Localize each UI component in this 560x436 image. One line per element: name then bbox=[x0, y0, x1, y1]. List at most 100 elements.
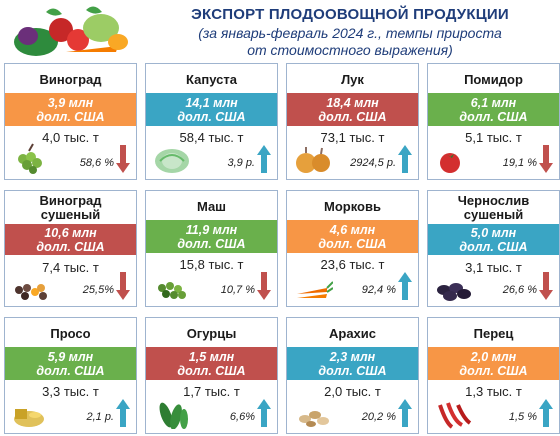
export-volume: 5,1 тыс. т bbox=[465, 130, 522, 145]
product-card: Перец 2,0 млн долл. США 1,3 тыс. т 1,5 % bbox=[427, 317, 560, 434]
product-card: Арахис 2,3 млн долл. США 2,0 тыс. т 20,2… bbox=[286, 317, 419, 434]
growth-rate: 58,6 % bbox=[79, 157, 114, 169]
export-volume: 1,3 тыс. т bbox=[465, 384, 522, 399]
product-name: Арахис bbox=[287, 327, 418, 341]
growth-rate: 6,6% bbox=[229, 411, 255, 423]
vegetable-basket-icon bbox=[14, 6, 128, 56]
arrow-down-icon bbox=[116, 272, 130, 300]
product-name-line-1: Перец bbox=[473, 326, 514, 341]
export-volume: 3,3 тыс. т bbox=[42, 384, 99, 399]
export-value-band: 14,1 млн долл. США bbox=[146, 93, 277, 126]
product-name-line-1: Просо bbox=[50, 326, 91, 341]
product-name-line-1: Лук bbox=[341, 72, 364, 87]
export-currency: долл. США bbox=[318, 237, 387, 251]
product-card: Морковь 4,6 млн долл. США 23,6 тыс. т 92… bbox=[286, 190, 419, 307]
product-name-line-1: Капуста bbox=[186, 72, 237, 87]
product-name: Просо bbox=[5, 327, 136, 341]
onion-icon bbox=[296, 147, 330, 173]
product-card: Виноград 3,9 млн долл. США 4,0 тыс. т 58… bbox=[4, 63, 137, 180]
growth-rate: 19,1 % bbox=[502, 157, 537, 169]
export-currency: долл. США bbox=[177, 237, 246, 251]
prunes-icon bbox=[437, 283, 471, 301]
export-value-band: 2,0 млн долл. США bbox=[428, 347, 559, 380]
product-name: Виноград сушеный bbox=[5, 194, 136, 222]
growth-rate: 26,6 % bbox=[502, 284, 537, 296]
cabbage-icon bbox=[155, 149, 189, 173]
export-volume: 7,4 тыс. т bbox=[42, 260, 99, 275]
export-value: 2,3 млн bbox=[329, 350, 376, 364]
export-currency: долл. США bbox=[459, 110, 528, 124]
arrow-down-icon bbox=[539, 272, 553, 300]
export-value: 5,9 млн bbox=[47, 350, 94, 364]
export-currency: долл. США bbox=[459, 364, 528, 378]
page-subtitle: (за январь-февраль 2024 г., темпы прирос… bbox=[140, 25, 560, 59]
export-currency: долл. США bbox=[177, 364, 246, 378]
export-value-band: 4,6 млн долл. США bbox=[287, 220, 418, 253]
export-value-band: 10,6 млн долл. США bbox=[5, 224, 136, 255]
export-currency: долл. США bbox=[36, 240, 105, 254]
export-value: 2,0 млн bbox=[470, 350, 517, 364]
tomato-icon bbox=[440, 153, 460, 173]
export-value-band: 5,9 млн долл. США bbox=[5, 347, 136, 380]
export-value: 3,9 млн bbox=[47, 96, 94, 110]
arrow-up-icon bbox=[257, 145, 271, 173]
export-currency: долл. США bbox=[36, 110, 105, 124]
growth-rate: 10,7 % bbox=[220, 284, 255, 296]
product-card: Маш 11,9 млн долл. США 15,8 тыс. т 10,7 … bbox=[145, 190, 278, 307]
product-name: Помидор bbox=[428, 73, 559, 87]
arrow-up-icon bbox=[257, 399, 271, 427]
growth-rate: 3,9 р. bbox=[227, 157, 255, 169]
export-value-band: 1,5 млн долл. США bbox=[146, 347, 277, 380]
arrow-up-icon bbox=[116, 399, 130, 427]
growth-rate: 20,2 % bbox=[361, 411, 396, 423]
product-card: Чернослив сушеный 5,0 млн долл. США 3,1 … bbox=[427, 190, 560, 307]
product-name: Маш bbox=[146, 200, 277, 214]
export-volume: 15,8 тыс. т bbox=[179, 257, 244, 272]
export-value: 1,5 млн bbox=[188, 350, 235, 364]
export-volume: 4,0 тыс. т bbox=[42, 130, 99, 145]
arrow-up-icon bbox=[539, 399, 553, 427]
arrow-up-icon bbox=[398, 145, 412, 173]
product-grid: Виноград 3,9 млн долл. США 4,0 тыс. т 58… bbox=[4, 63, 560, 434]
product-name: Лук bbox=[287, 73, 418, 87]
export-currency: долл. США bbox=[36, 364, 105, 378]
export-value-band: 11,9 млн долл. США bbox=[146, 220, 277, 253]
growth-rate: 92,4 % bbox=[361, 284, 396, 296]
grapes-icon bbox=[18, 143, 42, 174]
pepper-icon bbox=[438, 402, 472, 429]
product-name-line-1: Маш bbox=[196, 199, 227, 214]
export-value-band: 18,4 млн долл. США bbox=[287, 93, 418, 126]
growth-rate: 2924,5 р. bbox=[350, 157, 396, 169]
product-name-line-1: Арахис bbox=[328, 326, 376, 341]
millet-icon bbox=[14, 409, 44, 427]
peanut-icon bbox=[299, 411, 329, 427]
subtitle-line-1: (за январь-февраль 2024 г., темпы прирос… bbox=[198, 25, 502, 41]
export-volume: 1,7 тыс. т bbox=[183, 384, 240, 399]
export-volume: 58,4 тыс. т bbox=[179, 130, 244, 145]
product-name: Виноград bbox=[5, 73, 136, 87]
arrow-down-icon bbox=[116, 145, 130, 173]
growth-rate: 2,1 р. bbox=[86, 411, 114, 423]
cucumber-icon bbox=[159, 402, 188, 429]
product-card: Огурцы 1,5 млн долл. США 1,7 тыс. т 6,6% bbox=[145, 317, 278, 434]
arrow-up-icon bbox=[398, 272, 412, 300]
header: ЭКСПОРТ ПЛОДООВОЩНОЙ ПРОДУКЦИИ (за январ… bbox=[0, 0, 560, 62]
product-card: Капуста 14,1 млн долл. США 58,4 тыс. т 3… bbox=[145, 63, 278, 180]
product-name-line-1: Виноград bbox=[39, 193, 102, 208]
product-card: Просо 5,9 млн долл. США 3,3 тыс. т 2,1 р… bbox=[4, 317, 137, 434]
export-currency: долл. США bbox=[459, 240, 528, 254]
export-value: 18,4 млн bbox=[326, 96, 379, 110]
growth-rate: 25,5% bbox=[82, 284, 114, 296]
export-value-band: 6,1 млн долл. США bbox=[428, 93, 559, 126]
product-name-line-1: Виноград bbox=[39, 72, 102, 87]
export-value: 14,1 млн bbox=[185, 96, 238, 110]
product-name: Огурцы bbox=[146, 327, 277, 341]
export-volume: 73,1 тыс. т bbox=[320, 130, 385, 145]
product-name-line-2: сушеный bbox=[40, 207, 101, 222]
export-value: 6,1 млн bbox=[470, 96, 517, 110]
product-name-line-1: Огурцы bbox=[186, 326, 237, 341]
export-value: 4,6 млн bbox=[329, 223, 376, 237]
subtitle-line-2: от стоимостного выражения) bbox=[247, 42, 453, 58]
arrow-up-icon bbox=[398, 399, 412, 427]
product-name: Капуста bbox=[146, 73, 277, 87]
